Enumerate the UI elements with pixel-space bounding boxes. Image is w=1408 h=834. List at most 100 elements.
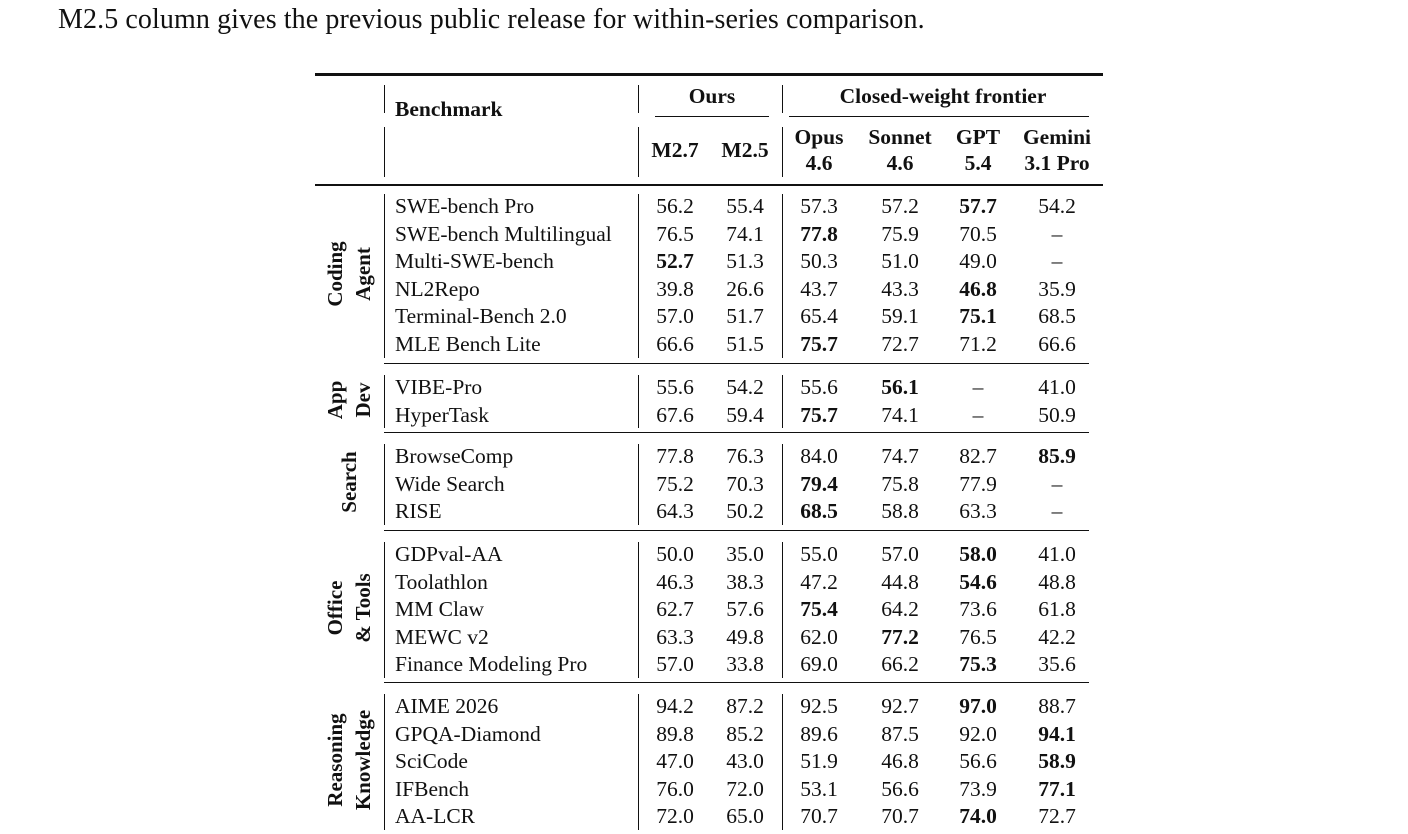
- score-cell: 43.7: [800, 276, 838, 301]
- score-cell: 63.3: [656, 624, 694, 649]
- score-cell: 47.0: [656, 749, 694, 774]
- score-cell: 57.3: [800, 194, 838, 218]
- score-cell: 79.4: [800, 471, 838, 496]
- score-cell: 94.2: [656, 694, 694, 718]
- score-cell: 43.0: [726, 749, 764, 774]
- score-cell: 57.0: [656, 304, 694, 329]
- score-cell: 88.7: [1038, 694, 1076, 718]
- score-cell: 64.2: [881, 597, 919, 622]
- top-rule: [315, 73, 1103, 76]
- header-vline-left-2: [384, 127, 386, 177]
- score-cell: 92.5: [800, 694, 838, 718]
- score-cell: 51.3: [726, 249, 764, 274]
- score-cell: 77.8: [800, 221, 838, 246]
- benchmark-name: HyperTask: [395, 402, 490, 427]
- header-vline-mid: [638, 85, 640, 113]
- column-header-m2-5: M2.5: [695, 137, 795, 163]
- score-cell: –: [1051, 499, 1063, 524]
- score-cell: 43.3: [881, 276, 919, 301]
- score-cell: 26.6: [726, 276, 764, 301]
- block-vline: [782, 542, 784, 678]
- score-cell: 35.9: [1038, 276, 1076, 301]
- score-cell: 77.2: [881, 624, 919, 649]
- closed-header: Closed-weight frontier: [839, 84, 1047, 108]
- benchmark-name: MEWC v2: [395, 624, 489, 649]
- score-cell: 77.8: [656, 444, 694, 468]
- score-cell: –: [1051, 249, 1063, 274]
- score-cell: 82.7: [959, 444, 997, 468]
- column-header-line: Gemini: [1022, 125, 1092, 149]
- block-vline: [782, 375, 784, 429]
- score-cell: 52.7: [656, 249, 694, 274]
- score-cell: –: [972, 402, 984, 427]
- group-label-line: App: [323, 380, 347, 419]
- score-cell: 76.5: [656, 221, 694, 246]
- score-cell: 51.9: [800, 749, 838, 774]
- score-cell: 64.3: [656, 499, 694, 524]
- score-cell: 72.0: [726, 776, 764, 801]
- score-cell: 70.5: [959, 221, 997, 246]
- score-cell: 75.7: [800, 332, 838, 356]
- group-label: Coding Agent: [321, 241, 377, 306]
- column-header-line: Opus: [794, 125, 844, 149]
- column-header-line: 5.4: [964, 151, 992, 175]
- score-cell: 39.8: [656, 276, 694, 301]
- score-cell: 87.2: [726, 694, 764, 718]
- score-cell: 50.9: [1038, 402, 1076, 427]
- score-cell: 41.0: [1038, 375, 1076, 399]
- block-vline: [638, 194, 640, 358]
- score-cell: 38.3: [726, 569, 764, 594]
- benchmark-name: AIME 2026: [395, 694, 499, 718]
- score-cell: 57.2: [881, 194, 919, 218]
- score-cell: 51.0: [881, 249, 919, 274]
- block-vline: [638, 542, 640, 678]
- column-header-line: 4.6: [805, 151, 833, 175]
- score-cell: 47.2: [800, 569, 838, 594]
- group-label: App Dev: [321, 380, 377, 419]
- score-cell: 74.1: [881, 402, 919, 427]
- score-cell: 84.0: [800, 444, 838, 468]
- score-cell: 49.0: [959, 249, 997, 274]
- score-cell: 55.0: [800, 542, 838, 566]
- score-cell: 72.7: [881, 332, 919, 356]
- benchmark-name: BrowseComp: [395, 444, 514, 468]
- column-header-line: 3.1 Pro: [1024, 151, 1090, 175]
- score-cell: 58.0: [959, 542, 997, 566]
- score-cell: 56.6: [881, 776, 919, 801]
- benchmark-name: GDPval-AA: [395, 542, 503, 566]
- score-cell: –: [1051, 471, 1063, 496]
- score-cell: 53.1: [800, 776, 838, 801]
- score-cell: 51.7: [726, 304, 764, 329]
- score-cell: 51.5: [726, 332, 764, 356]
- score-cell: 35.6: [1038, 652, 1076, 677]
- group-label-line: Agent: [351, 246, 375, 301]
- column-header-line: 4.6: [886, 151, 914, 175]
- score-cell: 77.9: [959, 471, 997, 496]
- score-cell: 48.8: [1038, 569, 1076, 594]
- score-cell: 46.8: [959, 276, 997, 301]
- benchmark-name: Multi-SWE-bench: [395, 249, 554, 274]
- score-cell: 42.2: [1038, 624, 1076, 649]
- score-cell: 75.3: [959, 652, 997, 677]
- score-cell: 68.5: [1038, 304, 1076, 329]
- benchmark-name: Wide Search: [395, 471, 505, 496]
- score-cell: 72.0: [656, 804, 694, 829]
- score-cell: 75.1: [959, 304, 997, 329]
- score-cell: 76.3: [726, 444, 764, 468]
- score-cell: 85.9: [1038, 444, 1076, 468]
- column-header-line: Sonnet: [868, 125, 932, 149]
- score-cell: 87.5: [881, 721, 919, 746]
- group-label-line: & Tools: [351, 573, 375, 643]
- score-cell: 59.4: [726, 402, 764, 427]
- score-cell: 75.4: [800, 597, 838, 622]
- score-cell: 57.6: [726, 597, 764, 622]
- group-label: Reasoning Knowledge: [321, 710, 377, 810]
- column-header-line: M2.5: [721, 138, 769, 162]
- score-cell: 59.1: [881, 304, 919, 329]
- closed-underline: [789, 116, 1089, 118]
- score-cell: 70.7: [881, 804, 919, 829]
- score-cell: 76.0: [656, 776, 694, 801]
- score-cell: 54.6: [959, 569, 997, 594]
- benchmark-name: Finance Modeling Pro: [395, 652, 588, 677]
- score-cell: 75.9: [881, 221, 919, 246]
